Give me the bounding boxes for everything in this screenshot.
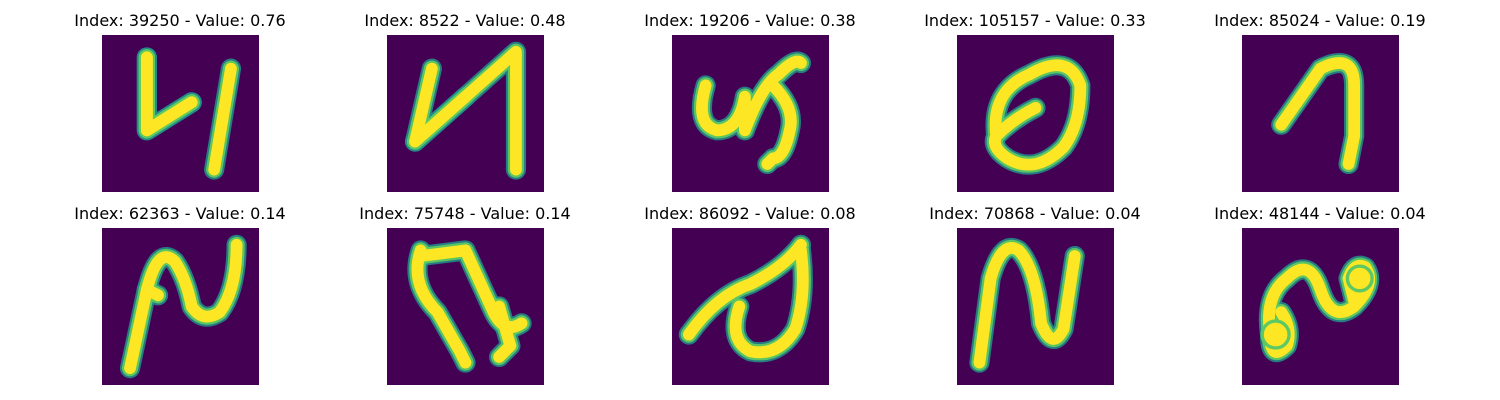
digit-image bbox=[387, 228, 544, 385]
digit-image bbox=[957, 35, 1114, 192]
panel-title: Index: 86092 - Value: 0.08 bbox=[644, 204, 856, 223]
digit-image bbox=[102, 35, 259, 192]
image-panel-5: Index: 85024 - Value: 0.19 bbox=[1170, 0, 1470, 195]
panel-title: Index: 75748 - Value: 0.14 bbox=[359, 204, 571, 223]
image-panel-6: Index: 62363 - Value: 0.14 bbox=[30, 193, 330, 388]
image-panel-2: Index: 8522 - Value: 0.48 bbox=[315, 0, 615, 195]
digit-image bbox=[1242, 228, 1399, 385]
panel-title: Index: 8522 - Value: 0.48 bbox=[364, 11, 566, 30]
digit-image bbox=[672, 228, 829, 385]
image-panel-10: Index: 48144 - Value: 0.04 bbox=[1170, 193, 1470, 388]
digit-image bbox=[387, 35, 544, 192]
panel-title: Index: 105157 - Value: 0.33 bbox=[924, 11, 1146, 30]
image-panel-4: Index: 105157 - Value: 0.33 bbox=[885, 0, 1185, 195]
panel-title: Index: 19206 - Value: 0.38 bbox=[644, 11, 856, 30]
digit-image bbox=[672, 35, 829, 192]
image-panel-8: Index: 86092 - Value: 0.08 bbox=[600, 193, 900, 388]
digit-image bbox=[102, 228, 259, 385]
digit-image bbox=[1242, 35, 1399, 192]
panel-title: Index: 62363 - Value: 0.14 bbox=[74, 204, 286, 223]
image-panel-7: Index: 75748 - Value: 0.14 bbox=[315, 193, 615, 388]
panel-title: Index: 48144 - Value: 0.04 bbox=[1214, 204, 1426, 223]
image-panel-1: Index: 39250 - Value: 0.76 bbox=[30, 0, 330, 195]
image-panel-9: Index: 70868 - Value: 0.04 bbox=[885, 193, 1185, 388]
panel-title: Index: 70868 - Value: 0.04 bbox=[929, 204, 1141, 223]
image-panel-3: Index: 19206 - Value: 0.38 bbox=[600, 0, 900, 195]
panel-title: Index: 39250 - Value: 0.76 bbox=[74, 11, 286, 30]
panel-title: Index: 85024 - Value: 0.19 bbox=[1214, 11, 1426, 30]
digit-image bbox=[957, 228, 1114, 385]
